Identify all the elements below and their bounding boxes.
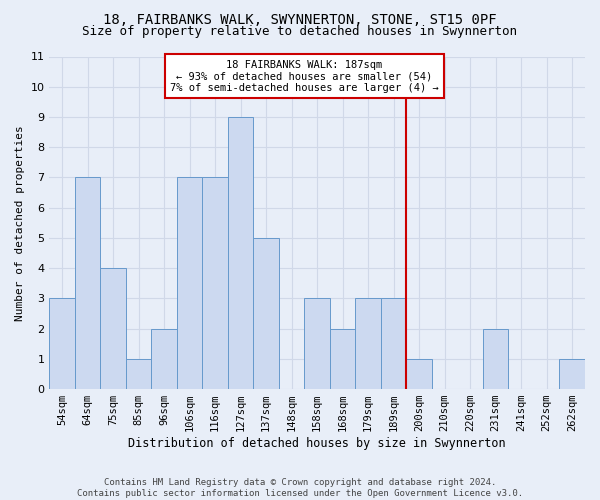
- Bar: [355, 298, 381, 389]
- Bar: [49, 298, 75, 389]
- Bar: [75, 178, 100, 389]
- Bar: [151, 328, 177, 389]
- Bar: [330, 328, 355, 389]
- Bar: [177, 178, 202, 389]
- X-axis label: Distribution of detached houses by size in Swynnerton: Distribution of detached houses by size …: [128, 437, 506, 450]
- Text: Size of property relative to detached houses in Swynnerton: Size of property relative to detached ho…: [83, 25, 517, 38]
- Bar: [559, 359, 585, 389]
- Bar: [483, 328, 508, 389]
- Bar: [228, 117, 253, 389]
- Text: Contains HM Land Registry data © Crown copyright and database right 2024.
Contai: Contains HM Land Registry data © Crown c…: [77, 478, 523, 498]
- Bar: [406, 359, 432, 389]
- Y-axis label: Number of detached properties: Number of detached properties: [15, 125, 25, 320]
- Bar: [202, 178, 228, 389]
- Text: 18, FAIRBANKS WALK, SWYNNERTON, STONE, ST15 0PF: 18, FAIRBANKS WALK, SWYNNERTON, STONE, S…: [103, 12, 497, 26]
- Bar: [126, 359, 151, 389]
- Bar: [100, 268, 126, 389]
- Bar: [253, 238, 279, 389]
- Text: 18 FAIRBANKS WALK: 187sqm
← 93% of detached houses are smaller (54)
7% of semi-d: 18 FAIRBANKS WALK: 187sqm ← 93% of detac…: [170, 60, 439, 92]
- Bar: [304, 298, 330, 389]
- Bar: [381, 298, 406, 389]
